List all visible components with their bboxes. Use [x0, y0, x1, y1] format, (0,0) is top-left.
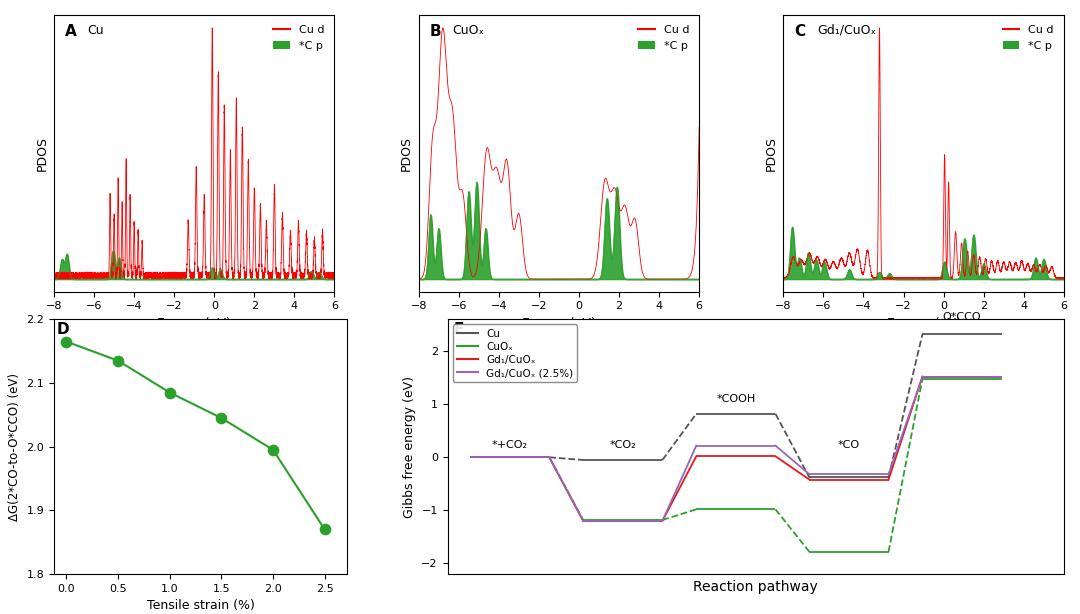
Legend: Cu d, *C p: Cu d, *C p	[269, 21, 329, 55]
Y-axis label: PDOS: PDOS	[400, 136, 413, 171]
Text: *CO: *CO	[838, 440, 860, 450]
Text: Gd₁/CuOₓ: Gd₁/CuOₓ	[816, 23, 876, 37]
X-axis label: Energy (eV): Energy (eV)	[887, 317, 960, 330]
Y-axis label: ΔG(2*CO-to-O*CCO) (eV): ΔG(2*CO-to-O*CCO) (eV)	[8, 373, 21, 521]
Text: D: D	[57, 322, 69, 337]
Text: E: E	[454, 322, 464, 337]
Legend: Cu d, *C p: Cu d, *C p	[998, 21, 1058, 55]
Point	[161, 387, 178, 397]
Text: *COOH: *COOH	[716, 394, 756, 404]
Legend: Cu d, *C p: Cu d, *C p	[634, 21, 693, 55]
Text: B: B	[430, 23, 442, 39]
Text: *+CO₂: *+CO₂	[491, 440, 528, 450]
Legend: Cu, CuOₓ, Gd₁/CuOₓ, Gd₁/CuOₓ (2.5%): Cu, CuOₓ, Gd₁/CuOₓ, Gd₁/CuOₓ (2.5%)	[453, 324, 578, 382]
Text: *CO₂: *CO₂	[609, 440, 636, 450]
Point	[57, 336, 75, 346]
X-axis label: Tensile strain (%): Tensile strain (%)	[147, 599, 255, 612]
X-axis label: Energy (eV): Energy (eV)	[158, 317, 231, 330]
Point	[265, 445, 282, 455]
Y-axis label: PDOS: PDOS	[765, 136, 778, 171]
Text: Cu: Cu	[87, 23, 105, 37]
Text: A: A	[65, 23, 77, 39]
Y-axis label: Gibbs free energy (eV): Gibbs free energy (eV)	[403, 376, 416, 518]
Text: O*CCO: O*CCO	[943, 312, 982, 322]
Text: CuOₓ: CuOₓ	[453, 23, 484, 37]
Point	[213, 413, 230, 423]
Y-axis label: PDOS: PDOS	[36, 136, 49, 171]
Point	[316, 524, 334, 534]
Text: C: C	[795, 23, 806, 39]
X-axis label: Energy (eV): Energy (eV)	[522, 317, 596, 330]
X-axis label: Reaction pathway: Reaction pathway	[693, 580, 818, 594]
Point	[109, 356, 126, 365]
